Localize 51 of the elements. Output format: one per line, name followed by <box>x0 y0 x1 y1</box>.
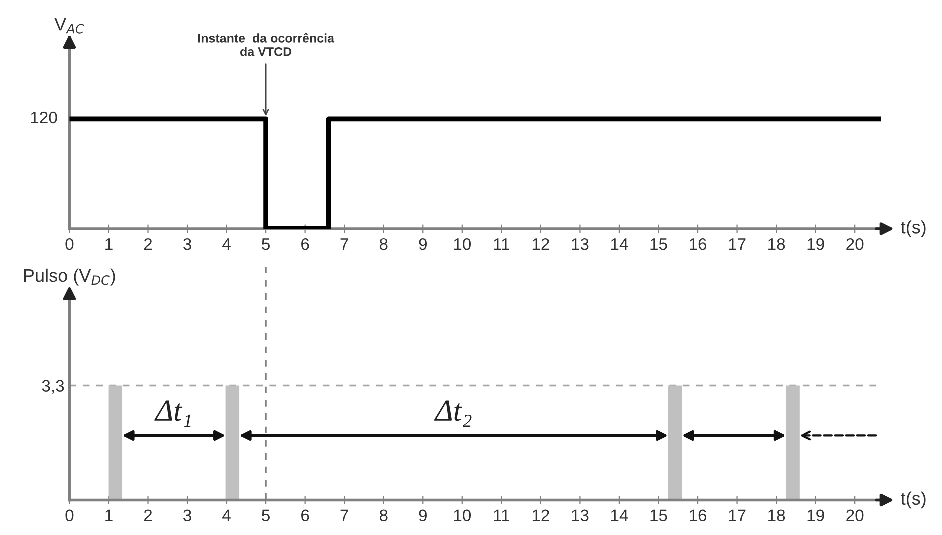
x-tick-label: 5 <box>262 238 270 250</box>
x-tick-label: 10 <box>454 510 472 522</box>
x-tick-label: 14 <box>611 510 628 522</box>
text: 120 <box>31 112 58 124</box>
y-tick-label: 3,3 <box>42 380 64 394</box>
y-axis-title: V$_{AC}$ <box>54 18 84 34</box>
x-tick-label: 18 <box>768 510 786 522</box>
y-axis-title: Pulso (V$_{DC}$) <box>24 268 116 286</box>
x-tick-label: 16 <box>690 510 707 522</box>
x-tick-label: 17 <box>729 510 746 522</box>
x-tick-label: 13 <box>572 510 589 522</box>
x-tick-label: 19 <box>808 510 824 522</box>
x-tick-label: 16 <box>690 238 707 250</box>
x-tick-label: 1 <box>106 510 113 522</box>
x-tick-label: 2 <box>144 510 152 522</box>
x-axis-title: t(s) <box>901 220 926 238</box>
x-tick-label: 11 <box>494 238 510 250</box>
x-tick-label: 9 <box>419 238 427 250</box>
x-tick-label: 9 <box>419 510 427 522</box>
x-tick-label: 11 <box>494 510 510 522</box>
x-tick-label: 3 <box>184 510 192 522</box>
x-tick-label: 8 <box>380 510 388 522</box>
x-tick-label: 6 <box>302 238 310 250</box>
annotation: Instante da ocorrência da VTCD <box>198 33 335 56</box>
x-tick-label: 0 <box>66 510 74 522</box>
x-tick-label: 7 <box>340 510 348 522</box>
annotation: Δt₂ <box>434 400 472 428</box>
x-tick-label: 3 <box>184 238 192 250</box>
x-tick-label: 1 <box>106 238 113 250</box>
x-tick-label: 4 <box>222 510 231 522</box>
annotation: Δt₁ <box>154 400 191 428</box>
x-tick-label: 20 <box>846 510 864 522</box>
x-tick-label: 13 <box>572 238 589 250</box>
x-tick-label: 18 <box>768 238 786 250</box>
x-tick-label: 5 <box>262 510 270 522</box>
x-tick-label: 2 <box>144 238 152 250</box>
x-tick-label: 14 <box>611 238 628 250</box>
x-tick-label: 15 <box>650 238 668 250</box>
x-tick-label: 10 <box>454 238 472 250</box>
x-tick-label: 8 <box>380 238 388 250</box>
x-tick-label: 15 <box>650 510 668 522</box>
x-tick-label: 17 <box>729 238 746 250</box>
x-tick-label: 7 <box>340 238 348 250</box>
x-tick-label: 19 <box>808 238 824 250</box>
x-tick-label: 12 <box>532 510 550 522</box>
x-axis-title: t(s) <box>901 492 926 509</box>
x-tick-label: 4 <box>222 238 231 250</box>
x-tick-label: 6 <box>302 510 310 522</box>
x-tick-label: 12 <box>532 238 550 250</box>
x-tick-label: 20 <box>846 238 864 250</box>
x-tick-label: 0 <box>66 238 74 250</box>
